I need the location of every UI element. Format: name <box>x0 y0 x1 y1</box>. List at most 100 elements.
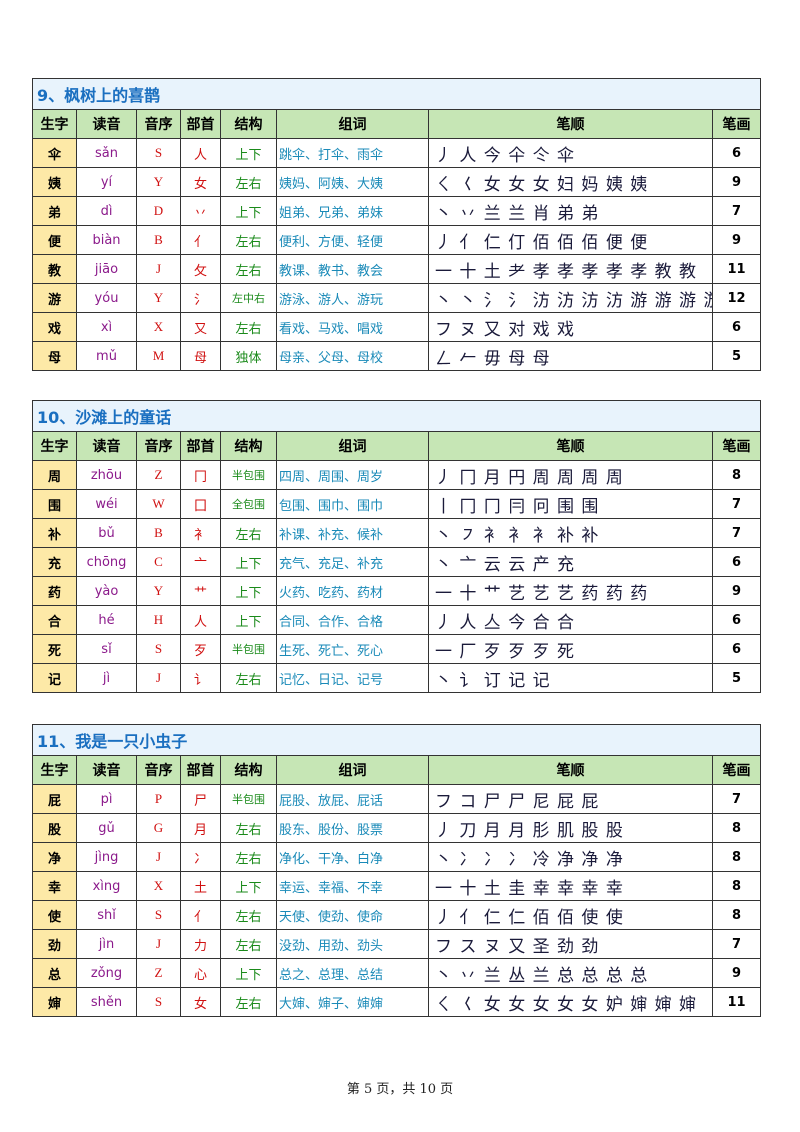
character-cell: 股 <box>32 813 77 843</box>
stroke-count-cell: 11 <box>711 254 762 284</box>
structure-cell: 左中右 <box>220 283 277 313</box>
radical-cell: 母 <box>180 341 221 371</box>
stroke-count-cell: 6 <box>711 605 762 635</box>
table-row: 弟 dì D 丷上下 姐弟、兄弟、弟妹丶 丷 兰 兰 肖 弟 弟 7 <box>32 196 762 226</box>
structure-cell: 左右 <box>220 167 277 197</box>
index-letter-cell: S <box>136 634 181 664</box>
stroke-sequence: フ ス ヌ 又 圣 劲 劲 <box>435 936 600 957</box>
index-letter-cell: Y <box>136 576 181 606</box>
structure-cell: 左右 <box>220 987 277 1017</box>
stroke-sequence: 一 十 艹 艺 艺 艺 药 药 药 <box>435 583 649 604</box>
table-row: 屁 pì P 尸半包围 屁股、放屁、屁话フ コ 尸 尸 尼 屁 屁 7 <box>32 784 762 814</box>
table-row: 充 chōng C 亠上下 充气、充足、补充丶 亠 云 云 产 充 6 <box>32 547 762 577</box>
stroke-sequence: 丿 人 今 仐 仒 伞 <box>435 145 576 166</box>
table-row: 记 jì J 讠左右 记忆、日记、记号丶 讠 订 记 记 5 <box>32 663 762 693</box>
character-cell: 补 <box>32 518 77 548</box>
radical-cell: 亻 <box>180 225 221 255</box>
stroke-sequence: 丶 冫 冫 冫 冷 净 净 净 <box>435 849 624 870</box>
stroke-order-cell: フ ス ヌ 又 圣 劲 劲 <box>428 929 713 959</box>
radical-cell: 艹 <box>180 576 221 606</box>
lesson-section: 10、沙滩上的童话 生字 读音 音序 部首 结构 组词 笔顺 笔画周 zhōu Z 冂半包围 四周、周围… <box>31 400 762 693</box>
pinyin-cell: dì <box>76 196 137 226</box>
stroke-order-cell: 丿 亻 仁 仃 佰 佰 佰 便 便 <box>428 225 713 255</box>
words-cell: 没劲、用劲、劲头 <box>276 929 429 959</box>
column-header: 笔顺 <box>428 431 713 461</box>
index-letter-cell: J <box>136 254 181 284</box>
index-letter-cell: W <box>136 489 181 519</box>
pinyin-cell: jiāo <box>76 254 137 284</box>
structure-cell: 左右 <box>220 900 277 930</box>
radical-cell: 衤 <box>180 518 221 548</box>
stroke-count-cell: 7 <box>711 518 762 548</box>
stroke-sequence: フ コ 尸 尸 尼 屁 屁 <box>435 791 600 812</box>
index-letter-cell: X <box>136 871 181 901</box>
structure-cell: 上下 <box>220 138 277 168</box>
stroke-sequence: 丶 亠 云 云 产 充 <box>435 554 576 575</box>
stroke-sequence: 一 十 土 耂 孝 孝 孝 孝 孝 教 教 <box>435 261 698 282</box>
character-cell: 姨 <box>32 167 77 197</box>
pinyin-cell: yào <box>76 576 137 606</box>
table-row: 周 zhōu Z 冂半包围 四周、周围、周岁丿 冂 月 円 周 周 周 周 8 <box>32 460 762 490</box>
structure-cell: 上下 <box>220 605 277 635</box>
character-cell: 伞 <box>32 138 77 168</box>
structure-cell: 上下 <box>220 958 277 988</box>
radical-cell: 冂 <box>180 460 221 490</box>
index-letter-cell: J <box>136 929 181 959</box>
table-header-row: 生字 读音 音序 部首 结构 组词 笔顺 笔画 <box>32 431 762 461</box>
index-letter-cell: J <box>136 663 181 693</box>
character-cell: 围 <box>32 489 77 519</box>
stroke-order-cell: 一 厂 歹 歹 歹 死 <box>428 634 713 664</box>
stroke-order-cell: 丶 ㇇ 衤 衤 衤 补 补 <box>428 518 713 548</box>
stroke-sequence: 丶 ㇇ 衤 衤 衤 补 补 <box>435 525 600 546</box>
character-cell: 游 <box>32 283 77 313</box>
page-footer: 第 5 页，共 10 页 <box>346 1082 454 1097</box>
stroke-count-cell: 7 <box>711 196 762 226</box>
pinyin-cell: yóu <box>76 283 137 313</box>
words-cell: 跳伞、打伞、雨伞 <box>276 138 429 168</box>
radical-cell: 丷 <box>180 196 221 226</box>
table-row: 婶 shěn S 女左右 大婶、婶子、婶婶ㄑ 𡿨 女 女 女 女 女 妒 婶 婶 婶 11 <box>32 987 762 1017</box>
character-cell: 周 <box>32 460 77 490</box>
table-row: 补 bǔ B 衤左右 补课、补充、候补丶 ㇇ 衤 衤 衤 补 补 7 <box>32 518 762 548</box>
words-cell: 游泳、游人、游玩 <box>276 283 429 313</box>
character-cell: 母 <box>32 341 77 371</box>
character-cell: 屁 <box>32 784 77 814</box>
column-header: 音序 <box>136 109 181 139</box>
pinyin-cell: pì <box>76 784 137 814</box>
index-letter-cell: H <box>136 605 181 635</box>
stroke-sequence: 丶 讠 订 记 记 <box>435 670 551 691</box>
stroke-order-cell: 丿 冂 月 円 周 周 周 周 <box>428 460 713 490</box>
pinyin-cell: shěn <box>76 987 137 1017</box>
stroke-count-cell: 8 <box>711 460 762 490</box>
stroke-order-cell: フ コ 尸 尸 尼 屁 屁 <box>428 784 713 814</box>
column-header: 笔顺 <box>428 109 713 139</box>
character-table: 11、我是一只小虫子 生字 读音 音序 部首 结构 组词 笔顺 笔画屁 pì P 尸半包围 屁股、放屁、… <box>31 724 762 1017</box>
table-row: 教 jiāo J 攵左右 教课、教书、教会一 十 土 耂 孝 孝 孝 孝 孝 教 教 11 <box>32 254 762 284</box>
words-cell: 充气、充足、补充 <box>276 547 429 577</box>
stroke-order-cell: 丿 亻 仁 仁 佰 佰 使 使 <box>428 900 713 930</box>
stroke-sequence: 丿 亻 仁 仃 佰 佰 佰 便 便 <box>435 232 649 253</box>
words-cell: 教课、教书、教会 <box>276 254 429 284</box>
words-cell: 屁股、放屁、屁话 <box>276 784 429 814</box>
stroke-order-cell: 一 十 土 圭 幸 幸 幸 幸 <box>428 871 713 901</box>
stroke-count-cell: 12 <box>711 283 762 313</box>
column-header: 组词 <box>276 755 429 785</box>
stroke-sequence: 一 十 土 圭 幸 幸 幸 幸 <box>435 878 624 899</box>
index-letter-cell: X <box>136 312 181 342</box>
stroke-order-cell: 丶 讠 订 记 记 <box>428 663 713 693</box>
radical-cell: 人 <box>180 605 221 635</box>
words-cell: 记忆、日记、记号 <box>276 663 429 693</box>
stroke-order-cell: 一 十 艹 艺 艺 艺 药 药 药 <box>428 576 713 606</box>
character-cell: 戏 <box>32 312 77 342</box>
stroke-count-cell: 9 <box>711 225 762 255</box>
stroke-sequence: 丶 丷 兰 兰 肖 弟 弟 <box>435 203 600 224</box>
stroke-sequence: ㄑ 𡿨 女 女 女 女 女 妒 婶 婶 婶 <box>435 994 698 1015</box>
lesson-section: 9、枫树上的喜鹊 生字 读音 音序 部首 结构 组词 笔顺 笔画伞 sǎn S 人上下 跳伞、打伞、雨伞… <box>31 78 762 371</box>
pinyin-cell: hé <box>76 605 137 635</box>
column-header: 结构 <box>220 431 277 461</box>
character-cell: 总 <box>32 958 77 988</box>
table-row: 总 zǒng Z 心上下 总之、总理、总结丶 丷 兰 丛 兰 总 总 总 总 9 <box>32 958 762 988</box>
words-cell: 大婶、婶子、婶婶 <box>276 987 429 1017</box>
table-row: 幸 xìng X 土上下 幸运、幸福、不幸一 十 土 圭 幸 幸 幸 幸 8 <box>32 871 762 901</box>
stroke-sequence: 丨 冂 冂 冃 冋 围 围 <box>435 496 600 517</box>
